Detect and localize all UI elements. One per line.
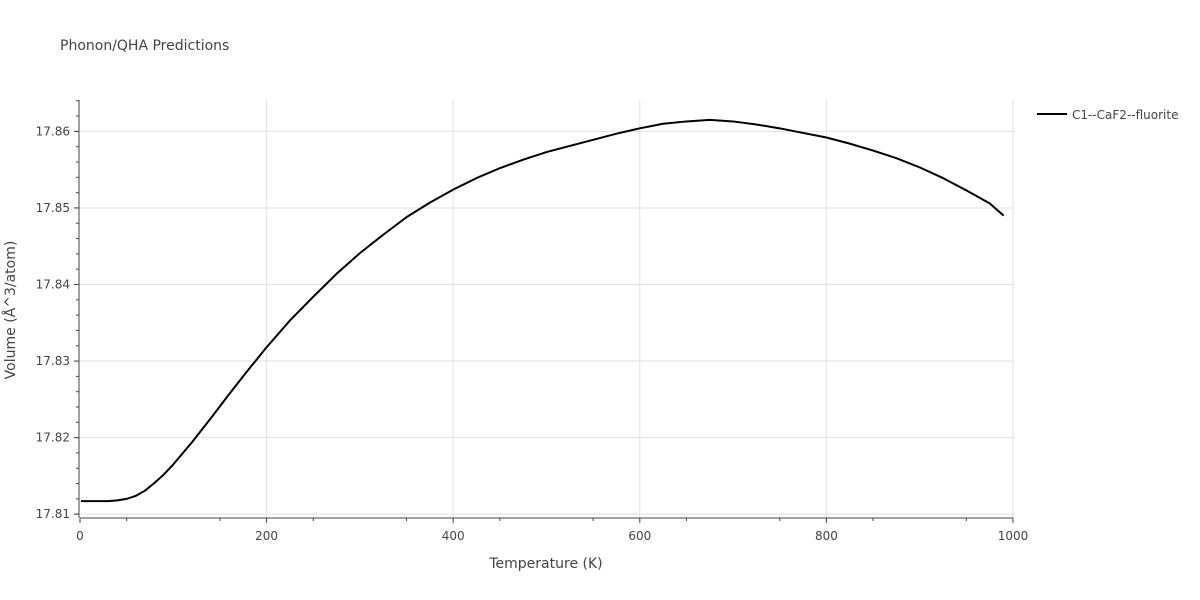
y-tick-label: 17.85 xyxy=(36,201,70,215)
x-tick-label: 0 xyxy=(76,529,84,543)
x-tick-label: 800 xyxy=(815,529,838,543)
legend-label: C1--CaF2--fluorite xyxy=(1072,108,1178,122)
x-tick-label: 600 xyxy=(628,529,651,543)
legend[interactable]: C1--CaF2--fluorite xyxy=(1037,108,1178,122)
y-axis-title: Volume (Å^3/atom) xyxy=(2,241,19,380)
x-tick-label: 200 xyxy=(255,529,278,543)
y-tick-label: 17.82 xyxy=(36,431,70,445)
x-tick-label: 400 xyxy=(442,529,465,543)
axes: 0 200 400 600 800 1000 17.81 17.82 17.83 17.84 17.… xyxy=(36,100,1029,543)
x-axis-title: Temperature (K) xyxy=(488,556,602,572)
chart-title: Phonon/QHA Predictions xyxy=(60,38,229,54)
y-tick-label: 17.81 xyxy=(36,507,70,521)
series-line[interactable] xyxy=(80,118,1005,503)
y-tick-label: 17.83 xyxy=(36,354,70,368)
y-tick-label: 17.86 xyxy=(36,124,70,138)
y-tick-label: 17.84 xyxy=(36,278,70,292)
plot-area xyxy=(80,118,1005,503)
x-tick-label: 1000 xyxy=(998,529,1029,543)
grid xyxy=(80,100,1014,518)
